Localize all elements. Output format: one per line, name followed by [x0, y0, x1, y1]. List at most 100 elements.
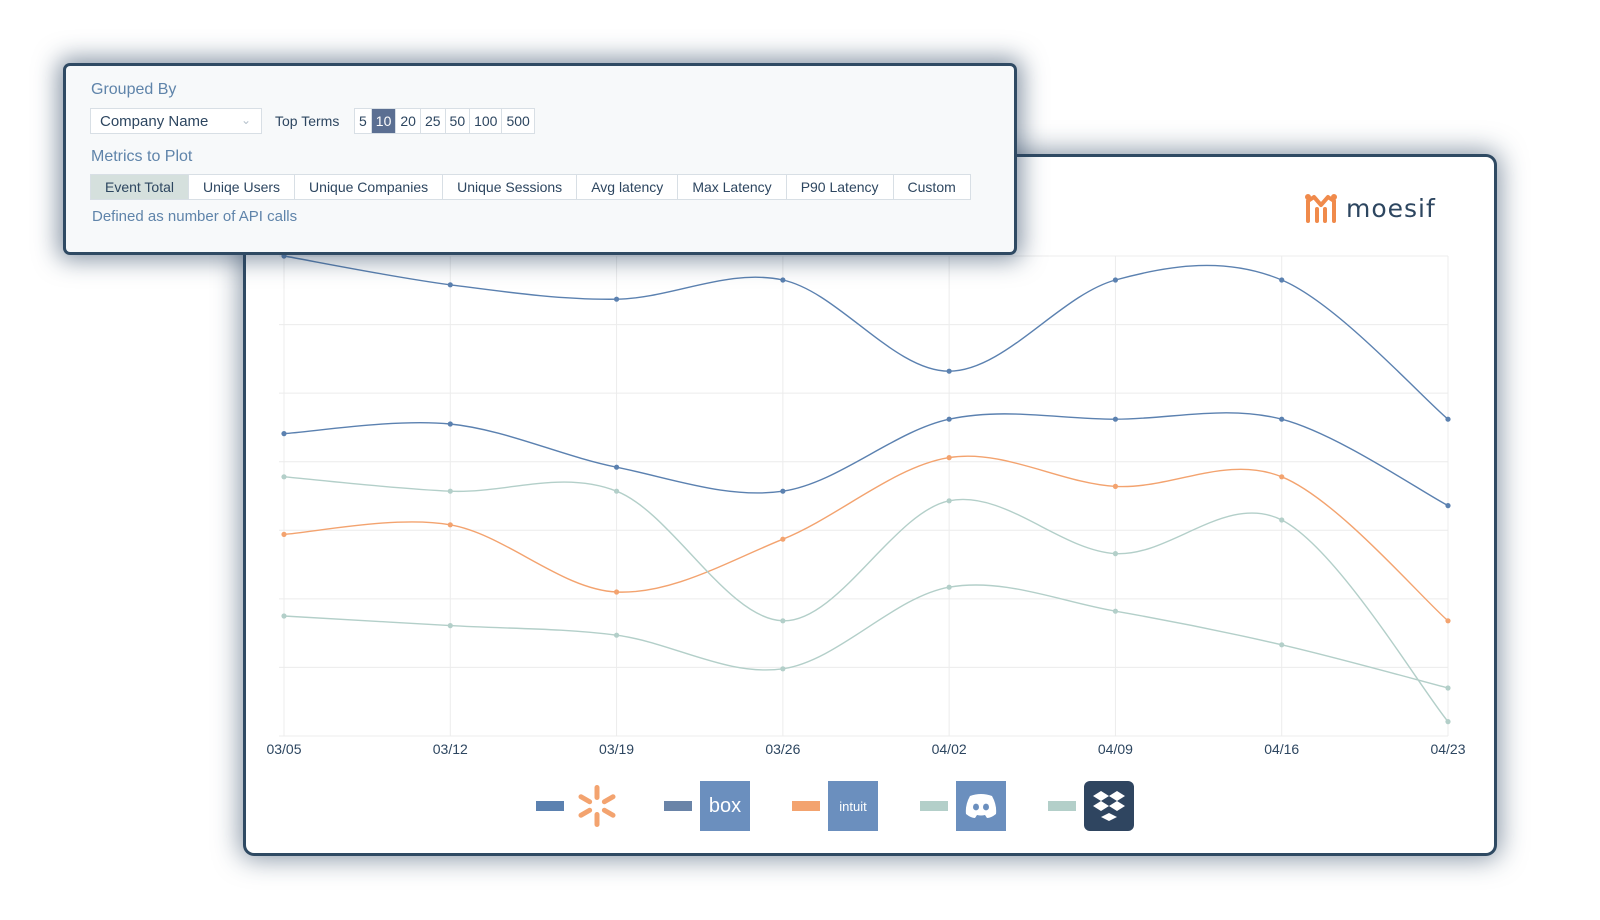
data-point[interactable] — [613, 464, 620, 470]
data-point[interactable] — [1112, 608, 1119, 614]
top-terms-option[interactable]: 50 — [446, 109, 471, 133]
data-point[interactable] — [1279, 474, 1285, 480]
controls-panel: Grouped By Company Name ⌄ Top Terms 5 10 2… — [66, 66, 1014, 252]
data-point[interactable] — [1445, 719, 1451, 725]
data-point[interactable] — [1112, 551, 1119, 557]
data-point[interactable] — [780, 277, 786, 283]
data-point[interactable] — [1112, 416, 1119, 422]
x-axis-ticks: 03/05 03/12 03/19 03/26 04/02 04/09 04/16 04/23 — [266, 741, 1465, 757]
top-terms-label: Top Terms — [275, 113, 340, 129]
data-point[interactable] — [946, 584, 952, 590]
data-point[interactable] — [447, 488, 453, 494]
data-point[interactable] — [1279, 642, 1285, 648]
top-terms-group: 5 10 20 25 50 100 500 — [354, 108, 535, 134]
metric-tab[interactable]: P90 Latency — [787, 175, 894, 199]
legend-item-dropbox[interactable] — [1048, 781, 1134, 831]
discord-logo-icon — [956, 781, 1006, 831]
x-tick-label: 04/09 — [1098, 741, 1133, 757]
data-point[interactable] — [281, 474, 287, 480]
legend-swatch — [536, 801, 564, 811]
data-point[interactable] — [1279, 517, 1285, 523]
metric-tab[interactable]: Unique Sessions — [443, 175, 578, 199]
x-tick-label: 03/26 — [765, 741, 800, 757]
top-terms-option[interactable]: 20 — [396, 109, 421, 133]
metric-tab[interactable]: Uniqe Users — [189, 175, 296, 199]
metric-description: Defined as number of API calls — [92, 208, 298, 225]
data-point[interactable] — [281, 253, 287, 259]
walmart-spark-icon — [572, 781, 622, 831]
moesif-logo-icon — [1305, 194, 1337, 223]
legend-item-box[interactable]: box — [664, 781, 750, 831]
top-terms-option[interactable]: 5 — [355, 109, 372, 133]
chart-points — [281, 253, 1451, 725]
data-point[interactable] — [281, 531, 287, 537]
data-point[interactable] — [780, 488, 786, 494]
intuit-logo-icon: intuit — [828, 781, 878, 831]
data-point[interactable] — [1112, 483, 1119, 489]
data-point[interactable] — [447, 623, 453, 629]
data-point[interactable] — [1279, 416, 1285, 422]
box-logo-icon: box — [700, 781, 750, 831]
top-terms-option[interactable]: 25 — [421, 109, 446, 133]
data-point[interactable] — [447, 282, 453, 288]
top-terms-option[interactable]: 500 — [506, 113, 530, 129]
legend-swatch — [664, 801, 692, 811]
data-point[interactable] — [780, 536, 786, 542]
legend-item-intuit[interactable]: intuit — [792, 781, 878, 831]
dropbox-logo-icon — [1084, 781, 1134, 831]
metric-tab[interactable]: Avg latency — [577, 175, 679, 199]
line-chart: 03/05 03/12 03/19 03/26 04/02 04/09 04/16 04/23 — [266, 253, 1466, 757]
metric-tab[interactable]: Event Total — [91, 175, 190, 199]
data-point[interactable] — [281, 613, 287, 619]
top-terms-option[interactable]: 10 — [371, 109, 397, 133]
data-point[interactable] — [1279, 277, 1285, 283]
data-point[interactable] — [780, 618, 786, 624]
metric-tab[interactable]: Unique Companies — [295, 175, 444, 199]
series-line-1[interactable] — [283, 255, 1449, 420]
metric-tab[interactable]: Custom — [907, 179, 956, 195]
data-point[interactable] — [1445, 618, 1451, 624]
data-point[interactable] — [613, 589, 620, 595]
group-by-value: Company Name — [100, 112, 209, 130]
x-tick-label: 03/12 — [433, 741, 468, 757]
chart-series — [283, 255, 1449, 723]
data-point[interactable] — [447, 421, 453, 427]
x-tick-label: 03/05 — [266, 741, 301, 757]
data-point[interactable] — [613, 632, 620, 638]
legend-swatch — [920, 801, 948, 811]
data-point[interactable] — [613, 488, 620, 494]
chart-legend: box intuit — [536, 779, 1176, 833]
chevron-down-icon: ⌄ — [240, 113, 251, 127]
metrics-label: Metrics to Plot — [91, 148, 193, 165]
x-tick-label: 03/19 — [599, 741, 634, 757]
x-tick-label: 04/02 — [932, 741, 967, 757]
data-point[interactable] — [946, 368, 952, 374]
data-point[interactable] — [946, 416, 952, 422]
grouped-by-label: Grouped By — [91, 81, 177, 98]
brand-name: moesif — [1346, 193, 1436, 223]
top-terms-option[interactable]: 100 — [470, 109, 503, 133]
metric-tab[interactable]: Max Latency — [678, 175, 787, 199]
series-line-5[interactable] — [283, 584, 1449, 689]
legend-item-discord[interactable] — [920, 781, 1006, 831]
data-point[interactable] — [946, 498, 952, 504]
data-point[interactable] — [1445, 416, 1451, 422]
data-point[interactable] — [780, 666, 786, 672]
legend-item-walmart[interactable] — [536, 781, 622, 831]
chart-grid — [279, 255, 1449, 737]
x-tick-label: 04/16 — [1264, 741, 1299, 757]
chart-card: moesif 03/05 03/12 03/19 03/26 04/02 04/09 04/… — [246, 157, 1494, 853]
data-point[interactable] — [281, 431, 287, 437]
group-by-select[interactable]: Company Name ⌄ — [90, 108, 262, 134]
x-tick-label: 04/23 — [1430, 741, 1465, 757]
data-point[interactable] — [1112, 277, 1119, 283]
legend-swatch — [1048, 801, 1076, 811]
data-point[interactable] — [613, 296, 620, 302]
series-line-3[interactable] — [283, 455, 1449, 622]
metrics-tabs: Event Total Uniqe Users Unique Companies Un… — [90, 174, 971, 200]
data-point[interactable] — [1445, 685, 1451, 691]
series-line-2[interactable] — [283, 412, 1449, 507]
data-point[interactable] — [447, 522, 453, 528]
data-point[interactable] — [946, 455, 952, 461]
data-point[interactable] — [1445, 503, 1451, 509]
